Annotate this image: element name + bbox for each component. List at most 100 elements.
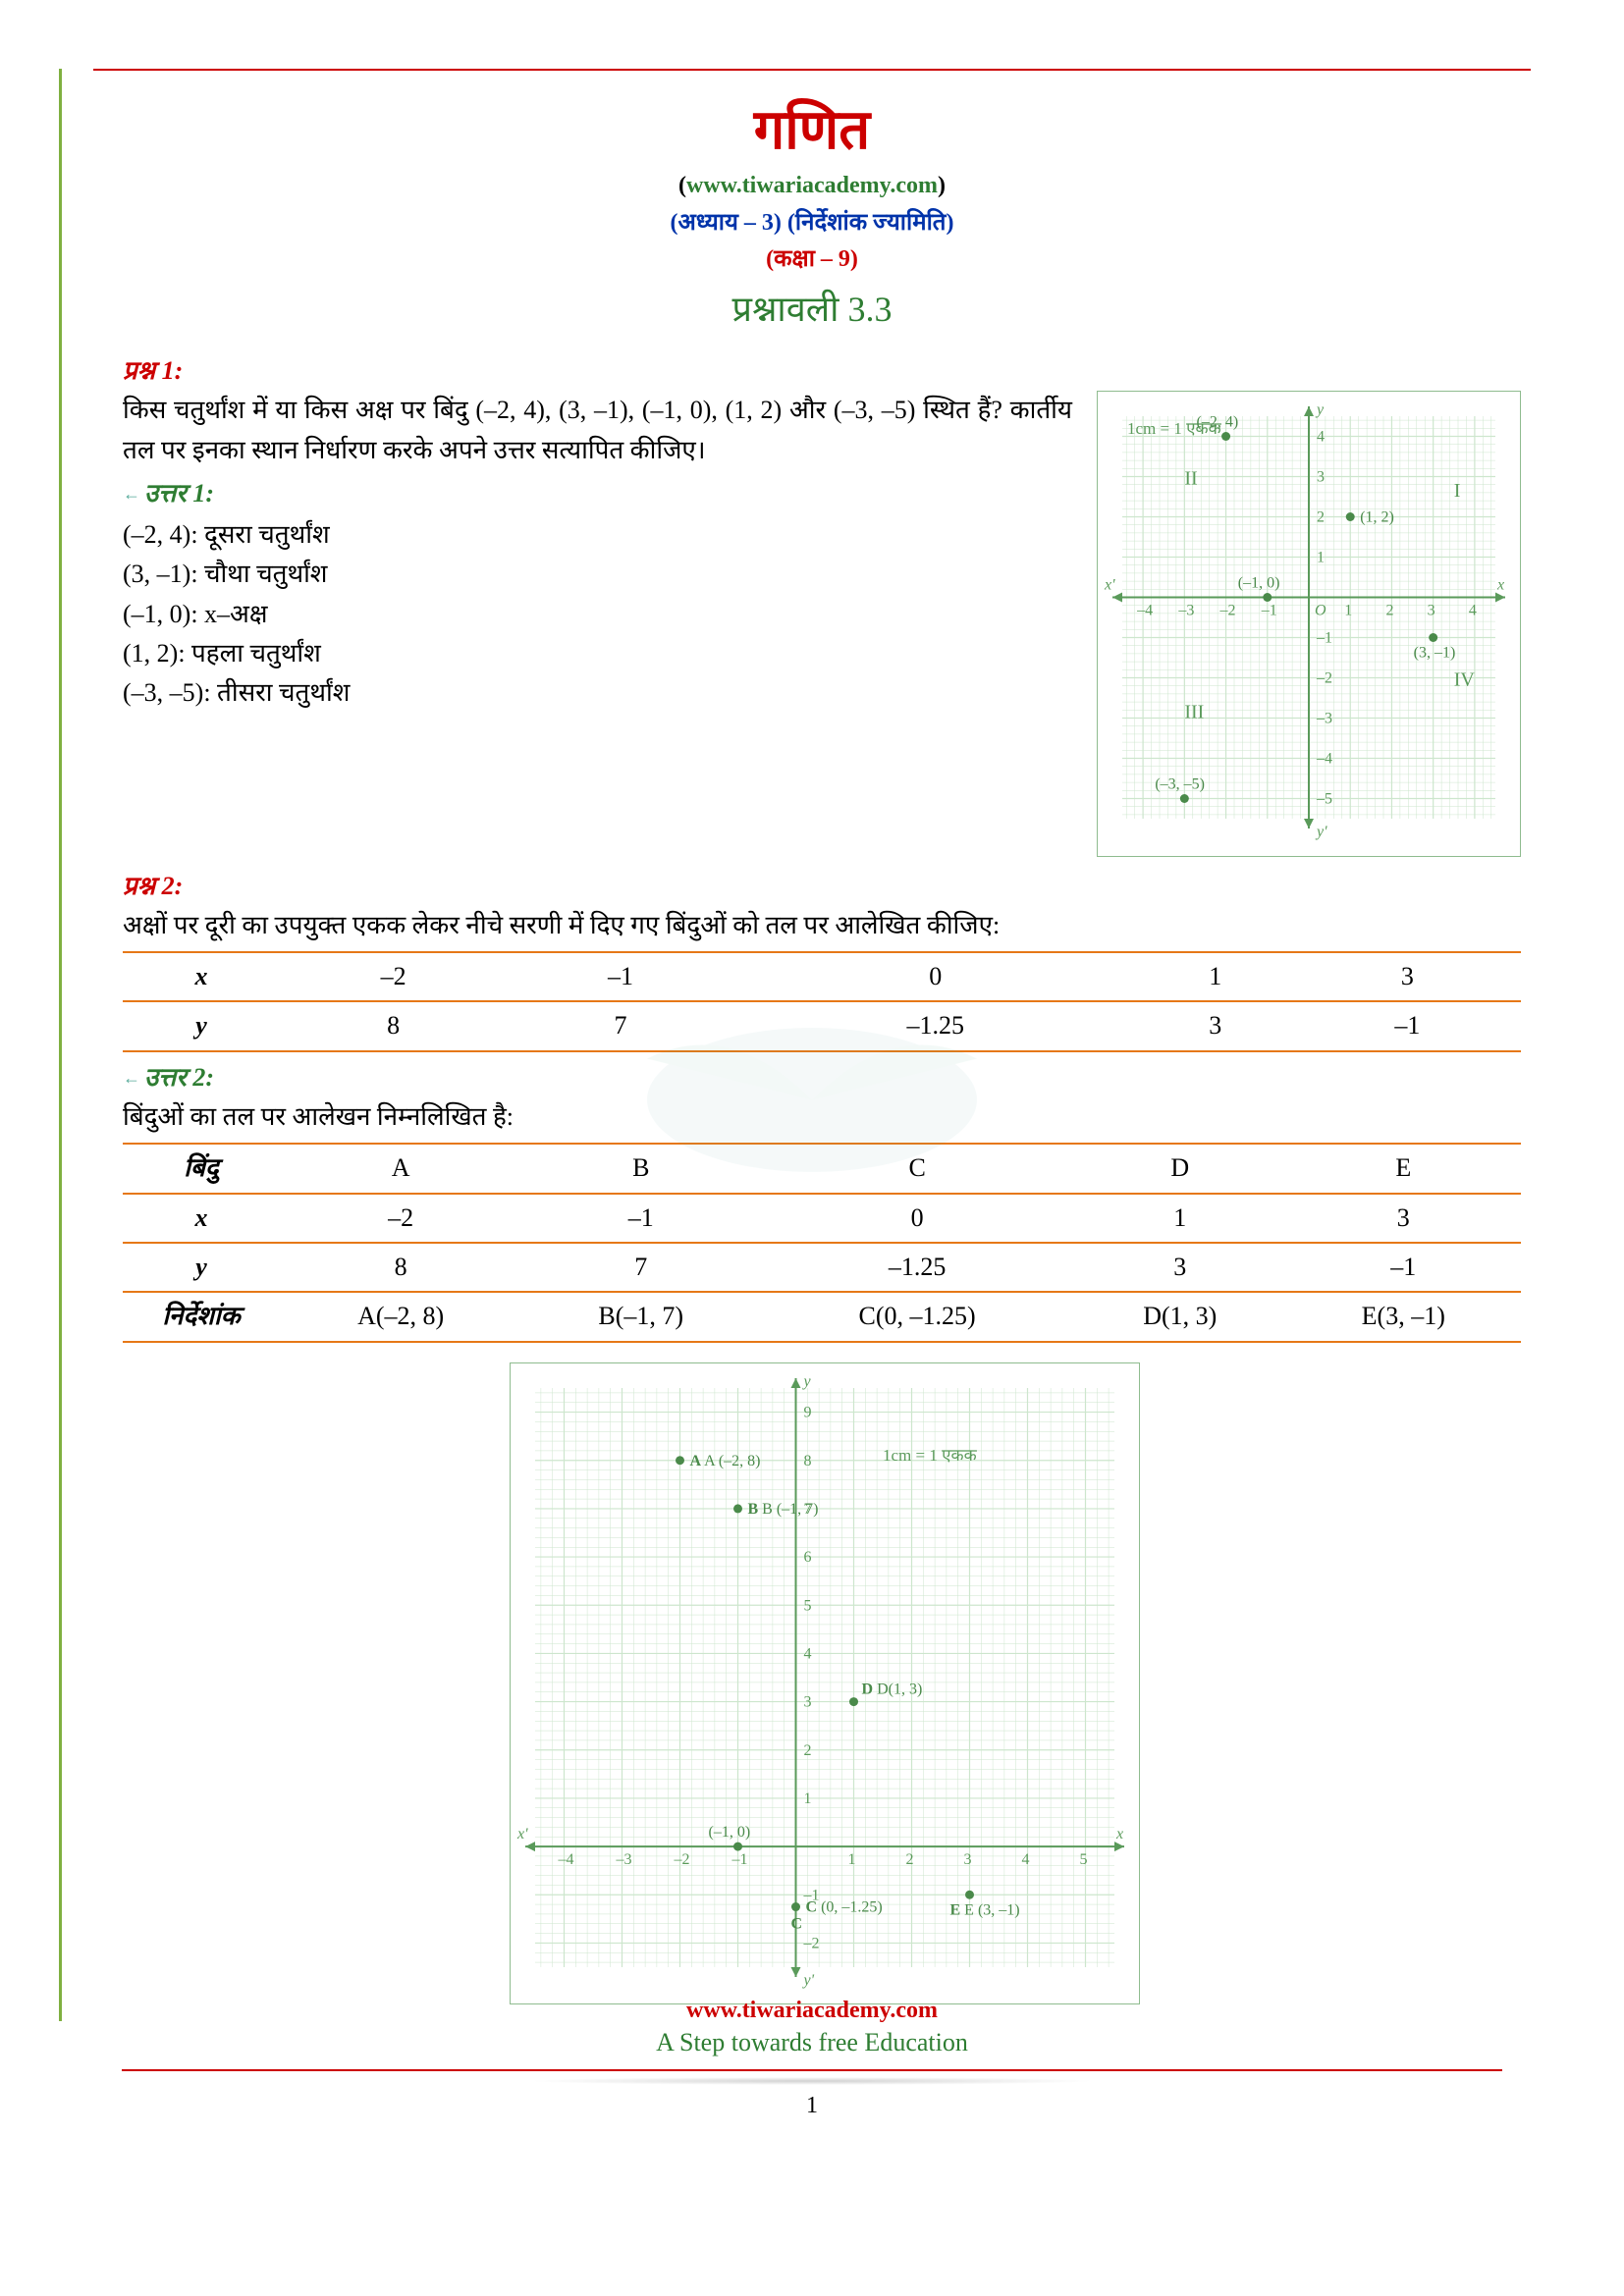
cell: –1 <box>507 952 733 1001</box>
svg-text:–1: –1 <box>1316 630 1332 647</box>
answer-2-intro: बिंदुओं का तल पर आलेखन निम्नलिखित है: <box>123 1097 1521 1137</box>
svg-text:I: I <box>1454 480 1461 502</box>
cell: 7 <box>521 1243 760 1292</box>
svg-text:2: 2 <box>1385 603 1393 619</box>
cell: 3 <box>1294 952 1521 1001</box>
svg-text:1: 1 <box>1317 550 1325 566</box>
cell: –1 <box>521 1194 760 1243</box>
svg-text:6: 6 <box>803 1549 811 1566</box>
svg-text:(–1, 0): (–1, 0) <box>1238 575 1280 592</box>
cell: –1.25 <box>734 1001 1137 1050</box>
svg-text:3: 3 <box>803 1693 811 1710</box>
answer-2-label: उत्तर 2: <box>123 1058 1521 1097</box>
question-1-row: किस चतुर्थांश में या किस अक्ष पर बिंदु (… <box>123 391 1521 856</box>
cell: D(1, 3) <box>1074 1292 1286 1341</box>
svg-text:–4: –4 <box>1316 751 1332 768</box>
row-header: निर्देशांक <box>123 1292 280 1341</box>
cell: –1 <box>1294 1001 1521 1050</box>
cell: B(–1, 7) <box>521 1292 760 1341</box>
question-1-label: प्रश्न 1: <box>123 351 1521 391</box>
svg-text:IV: IV <box>1454 669 1476 691</box>
svg-text:–5: –5 <box>1316 791 1332 808</box>
cell: 8 <box>280 1243 521 1292</box>
svg-text:1: 1 <box>1344 603 1352 619</box>
cell: 3 <box>1074 1243 1286 1292</box>
top-rule <box>93 69 1531 71</box>
svg-text:A A (–2, 8): A A (–2, 8) <box>689 1452 760 1468</box>
answer-item: (3, –1): चौथा चतुर्थांश <box>123 555 1072 594</box>
svg-text:x': x' <box>516 1826 528 1842</box>
graph-1: xx'yy'–4–3–2–11234–5–4–3–2–11234O1cm = 1… <box>1097 391 1521 856</box>
cell: D <box>1074 1144 1286 1193</box>
cell: A <box>280 1144 521 1193</box>
svg-text:1cm = 1 एकक: 1cm = 1 एकक <box>883 1445 978 1464</box>
svg-text:y': y' <box>801 1972 814 1989</box>
svg-text:3: 3 <box>963 1851 971 1868</box>
svg-text:2: 2 <box>803 1741 811 1758</box>
svg-text:8: 8 <box>803 1452 811 1468</box>
svg-text:II: II <box>1184 468 1197 490</box>
svg-text:2: 2 <box>1317 509 1325 526</box>
svg-text:–3: –3 <box>1316 711 1332 727</box>
exercise-heading: प्रश्नावली 3.3 <box>93 284 1531 332</box>
svg-text:y': y' <box>1315 824 1327 840</box>
svg-text:–1: –1 <box>1261 603 1277 619</box>
graph-2: xx'yy'–4–3–2–112345–2–11234567891cm = 1 … <box>510 1362 1140 2004</box>
row-header: y <box>123 1001 280 1050</box>
website-url: www.tiwariacademy.com <box>686 173 938 198</box>
svg-text:4: 4 <box>1469 603 1477 619</box>
cell: C(0, –1.25) <box>760 1292 1074 1341</box>
row-header: x <box>123 952 280 1001</box>
cell: 1 <box>1137 952 1294 1001</box>
svg-text:III: III <box>1184 702 1204 723</box>
answer-item: (1, 2): पहला चतुर्थांश <box>123 634 1072 673</box>
svg-text:9: 9 <box>803 1404 811 1420</box>
cell: 3 <box>1137 1001 1294 1050</box>
table-2: बिंदुABCDEx–2–1013y87–1.253–1निर्देशांकA… <box>123 1143 1521 1342</box>
question-1-text: किस चतुर्थांश में या किस अक्ष पर बिंदु (… <box>123 391 1072 470</box>
cell: –2 <box>280 1194 521 1243</box>
svg-text:–3: –3 <box>1177 603 1194 619</box>
answer-item: (–1, 0): x–अक्ष <box>123 595 1072 634</box>
cell: –1.25 <box>760 1243 1074 1292</box>
svg-text:–2: –2 <box>1316 670 1332 687</box>
footer-motto: A Step towards free Education <box>0 2028 1624 2057</box>
svg-text:y: y <box>1315 401 1325 418</box>
chapter-line: (अध्याय – 3) (निर्देशांक ज्यामिति) <box>93 205 1531 238</box>
svg-text:–4: –4 <box>557 1851 573 1868</box>
svg-text:E E (3, –1): E E (3, –1) <box>949 1901 1019 1918</box>
answer-item: (–3, –5): तीसरा चतुर्थांश <box>123 673 1072 713</box>
cell: 8 <box>280 1001 507 1050</box>
cell: 7 <box>507 1001 733 1050</box>
svg-text:(–3, –5): (–3, –5) <box>1155 776 1205 793</box>
question-2-text: अक्षों पर दूरी का उपयुक्त एकक लेकर नीचे … <box>123 906 1521 945</box>
svg-text:–1: –1 <box>731 1851 747 1868</box>
page-header: गणित (www.tiwariacademy.com) (अध्याय – 3… <box>93 90 1531 332</box>
cell: –2 <box>280 952 507 1001</box>
cell: C <box>760 1144 1074 1193</box>
svg-text:3: 3 <box>1317 469 1325 486</box>
svg-text:1: 1 <box>803 1789 811 1806</box>
footer-shadow <box>528 2077 1097 2085</box>
page-footer: www.tiwariacademy.com A Step towards fre… <box>0 1998 1624 2119</box>
svg-text:–2: –2 <box>802 1935 819 1951</box>
content-body: प्रश्न 1: किस चतुर्थांश में या किस अक्ष … <box>93 332 1531 2004</box>
svg-text:4: 4 <box>1021 1851 1029 1868</box>
svg-text:5: 5 <box>1079 1851 1087 1868</box>
left-rule <box>59 69 62 2021</box>
cell: 0 <box>760 1194 1074 1243</box>
svg-text:x': x' <box>1104 577 1115 594</box>
svg-text:–3: –3 <box>615 1851 631 1868</box>
svg-text:y: y <box>801 1373 811 1390</box>
svg-text:–4: –4 <box>1136 603 1153 619</box>
footer-url: www.tiwariacademy.com <box>0 1998 1624 2024</box>
svg-text:(1, 2): (1, 2) <box>1360 509 1394 526</box>
answer-1-list: (–2, 4): दूसरा चतुर्थांश(3, –1): चौथा चत… <box>123 515 1072 713</box>
row-header: बिंदु <box>123 1144 280 1193</box>
svg-text:–2: –2 <box>1219 603 1236 619</box>
title-main: गणित <box>93 90 1531 165</box>
cell: A(–2, 8) <box>280 1292 521 1341</box>
graph-2-wrap: xx'yy'–4–3–2–112345–2–11234567891cm = 1 … <box>123 1362 1521 2004</box>
svg-text:(–2, 4): (–2, 4) <box>1197 414 1239 431</box>
page-number: 1 <box>0 2093 1624 2119</box>
